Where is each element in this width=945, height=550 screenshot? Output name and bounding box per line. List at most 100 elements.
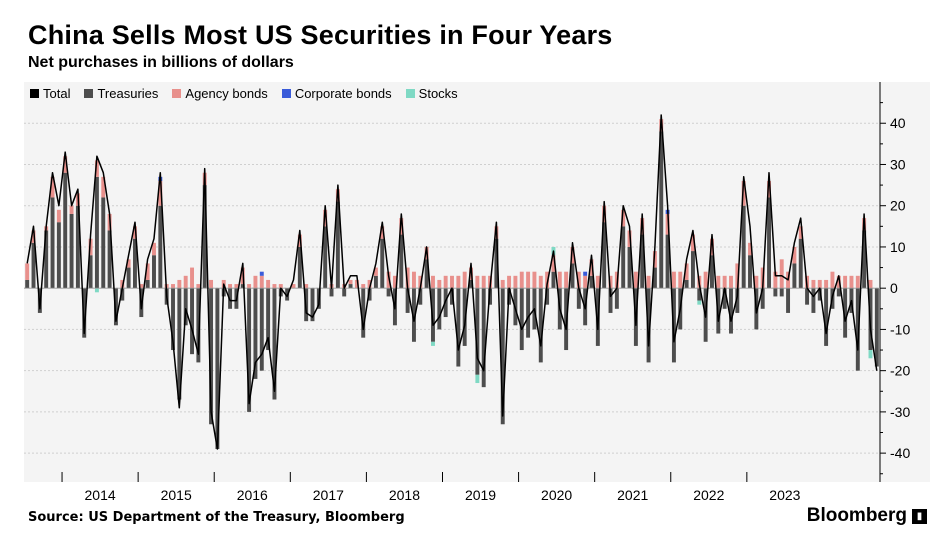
bar-segment-treasuries	[202, 185, 207, 289]
bar-segment-agency-bonds	[678, 271, 683, 289]
bar-segment-agency-bonds	[608, 275, 613, 289]
bar-segment-agency-bonds	[519, 271, 524, 289]
bar-segment-agency-bonds	[278, 284, 283, 289]
bar-segment-agency-bonds	[557, 271, 562, 289]
bar-segment-agency-bonds	[183, 275, 188, 289]
bar-segment-treasuries	[792, 263, 797, 289]
legend-swatch	[172, 89, 182, 98]
bar-segment-treasuries	[570, 263, 575, 289]
bar-segment-agency-bonds	[748, 242, 752, 256]
x-tick-label: 2017	[313, 487, 344, 503]
bar-segment-agency-bonds	[399, 218, 404, 235]
bar-segment-agency-bonds	[710, 238, 714, 256]
bar-segment-agency-bonds	[259, 275, 264, 289]
bar-segment-treasuries	[824, 288, 829, 346]
legend-swatch	[30, 89, 39, 98]
bar-segment-agency-bonds	[247, 284, 252, 289]
bar-segment-treasuries	[437, 288, 442, 330]
bar-segment-treasuries	[75, 205, 80, 289]
bar-segment-treasuries	[405, 288, 410, 313]
bar-segment-agency-bonds	[646, 275, 651, 289]
bar-segment-treasuries	[697, 288, 702, 301]
legend-label: Total	[43, 86, 71, 101]
bar-segment-agency-bonds	[507, 275, 512, 289]
bar-segment-treasuries	[874, 288, 879, 367]
bar-segment-agency-bonds	[69, 205, 74, 214]
bar-segment-agency-bonds	[450, 275, 454, 289]
bar-segment-stocks	[868, 350, 873, 359]
bar-segment-agency-bonds	[849, 275, 854, 289]
bar-segment-agency-bonds	[431, 275, 435, 289]
bar-segment-stocks	[475, 374, 480, 384]
bar-segment-treasuries	[779, 288, 784, 297]
bar-segment-treasuries	[748, 255, 752, 289]
bar-segment-treasuries	[348, 284, 353, 289]
total-line	[26, 114, 878, 450]
bar-segment-agency-bonds	[190, 267, 194, 289]
bar-segment-agency-bonds	[462, 271, 467, 289]
bar-segment-treasuries	[145, 279, 150, 289]
bar-segment-agency-bonds	[418, 275, 423, 289]
bar-segment-treasuries	[862, 230, 867, 289]
bar-segment-agency-bonds	[25, 263, 30, 280]
bar-segment-treasuries	[481, 288, 486, 388]
y-tick-label: -40	[890, 445, 910, 461]
legend-item: Corporate bonds	[281, 86, 392, 101]
y-tick-label: -30	[890, 404, 910, 420]
bar-segment-treasuries	[177, 288, 182, 400]
bar-segment-agency-bonds	[392, 275, 397, 289]
bar-segment-treasuries	[469, 279, 473, 289]
bar-segment-stocks	[94, 288, 99, 293]
bar-segment-agency-bonds	[348, 279, 353, 285]
bar-segment-treasuries	[431, 288, 435, 342]
bar-segment-treasuries	[380, 238, 385, 289]
bar-segment-treasuries	[88, 255, 93, 289]
bar-segment-agency-bonds	[63, 156, 68, 173]
bar-segment-stocks	[431, 341, 435, 346]
bar-segment-treasuries	[69, 213, 74, 289]
bar-segment-treasuries	[94, 176, 99, 289]
bar-segment-agency-bonds	[234, 284, 239, 289]
bar-segment-agency-bonds	[196, 284, 201, 289]
bar-segment-agency-bonds	[551, 255, 556, 272]
bar-segment-agency-bonds	[475, 275, 480, 289]
bar-segment-agency-bonds	[576, 271, 581, 289]
bar-segment-agency-bonds	[177, 279, 182, 289]
bar-segment-treasuries	[538, 288, 543, 363]
bar-segment-agency-bonds	[443, 275, 448, 289]
bar-segment-treasuries	[132, 238, 137, 289]
y-tick-label: 30	[890, 156, 906, 172]
bar-segment-agency-bonds	[843, 275, 848, 289]
bar-segment-agency-bonds	[513, 275, 518, 289]
bar-segment-treasuries	[215, 288, 220, 450]
bar-segment-agency-bonds	[545, 271, 550, 289]
bar-segment-treasuries	[31, 242, 36, 289]
bar-segment-agency-bonds	[855, 275, 860, 289]
bar-segment-treasuries	[652, 267, 657, 289]
bar-segment-treasuries	[621, 226, 626, 289]
bar-segment-agency-bonds	[145, 263, 150, 280]
bar-segment-treasuries	[608, 288, 613, 313]
y-tick-label: 40	[890, 115, 906, 131]
y-tick-label: -10	[890, 321, 910, 337]
bar-segment-agency-bonds	[665, 213, 670, 235]
legend: Total Treasuries Agency bonds Corporate bon…	[30, 86, 458, 101]
x-tick-label: 2021	[617, 487, 648, 503]
bar-segment-treasuries	[741, 205, 746, 289]
bar-segment-treasuries	[25, 279, 30, 289]
bar-segment-agency-bonds	[824, 279, 829, 289]
bar-segment-agency-bonds	[361, 284, 366, 289]
bar-segment-treasuries	[494, 238, 499, 289]
legend-swatch	[84, 89, 94, 98]
legend-item: Treasuries	[84, 86, 158, 101]
bar-segment-treasuries	[253, 288, 258, 379]
bar-segment-agency-bonds	[583, 275, 588, 289]
bar-segment-agency-bonds	[570, 246, 575, 264]
bar-segment-treasuries	[101, 197, 106, 289]
legend-item: Stocks	[405, 86, 458, 101]
bar-segment-treasuries	[361, 288, 366, 338]
bar-segment-treasuries	[475, 288, 480, 375]
bar-segment-treasuries	[266, 288, 271, 351]
bar-segment-agency-bonds	[595, 275, 600, 289]
bar-segment-agency-bonds	[291, 284, 296, 289]
